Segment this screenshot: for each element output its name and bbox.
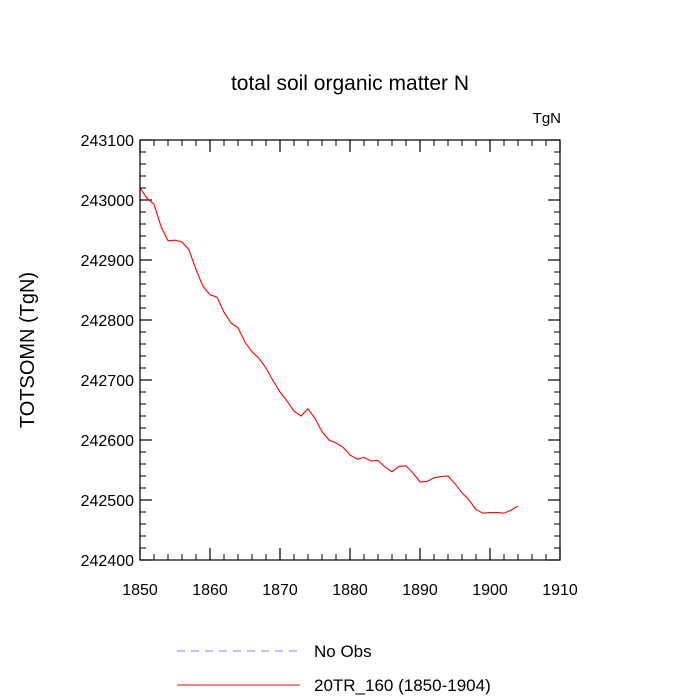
x-tick-label: 1900: [472, 582, 508, 599]
y-tick-label: 242800: [81, 313, 134, 330]
y-tick-label: 242400: [81, 553, 134, 570]
chart-title: total soil organic matter N: [231, 72, 469, 95]
axis-ticks: 1850 1860 1870 1880 1890 1900 1910 242400 242500…: [81, 133, 578, 599]
y-tick-label: 243100: [81, 133, 134, 150]
y-tick-label: 242700: [81, 373, 134, 390]
x-tick-label: 1890: [402, 582, 438, 599]
y-axis-label: TOTSOMN (TgN): [17, 272, 39, 428]
series-line-0: [139, 187, 519, 514]
x-tick-label: 1850: [122, 582, 158, 599]
x-tick-label: 1860: [192, 582, 228, 599]
y-tick-label: 242500: [81, 493, 134, 510]
y-tick-label: 242900: [81, 253, 134, 270]
plot-frame: [139, 139, 561, 561]
legend-label: No Obs: [314, 642, 372, 661]
x-tick-label: 1910: [542, 582, 578, 599]
x-tick-label: 1870: [262, 582, 298, 599]
plot-area: [139, 187, 519, 514]
legend: No Obs 20TR_160 (1850-1904): [177, 642, 491, 695]
x-tick-label: 1880: [332, 582, 368, 599]
y-tick-label: 243000: [81, 193, 134, 210]
y-tick-label: 242600: [81, 433, 134, 450]
units-label: TgN: [533, 110, 561, 127]
legend-label: 20TR_160 (1850-1904): [314, 676, 491, 695]
